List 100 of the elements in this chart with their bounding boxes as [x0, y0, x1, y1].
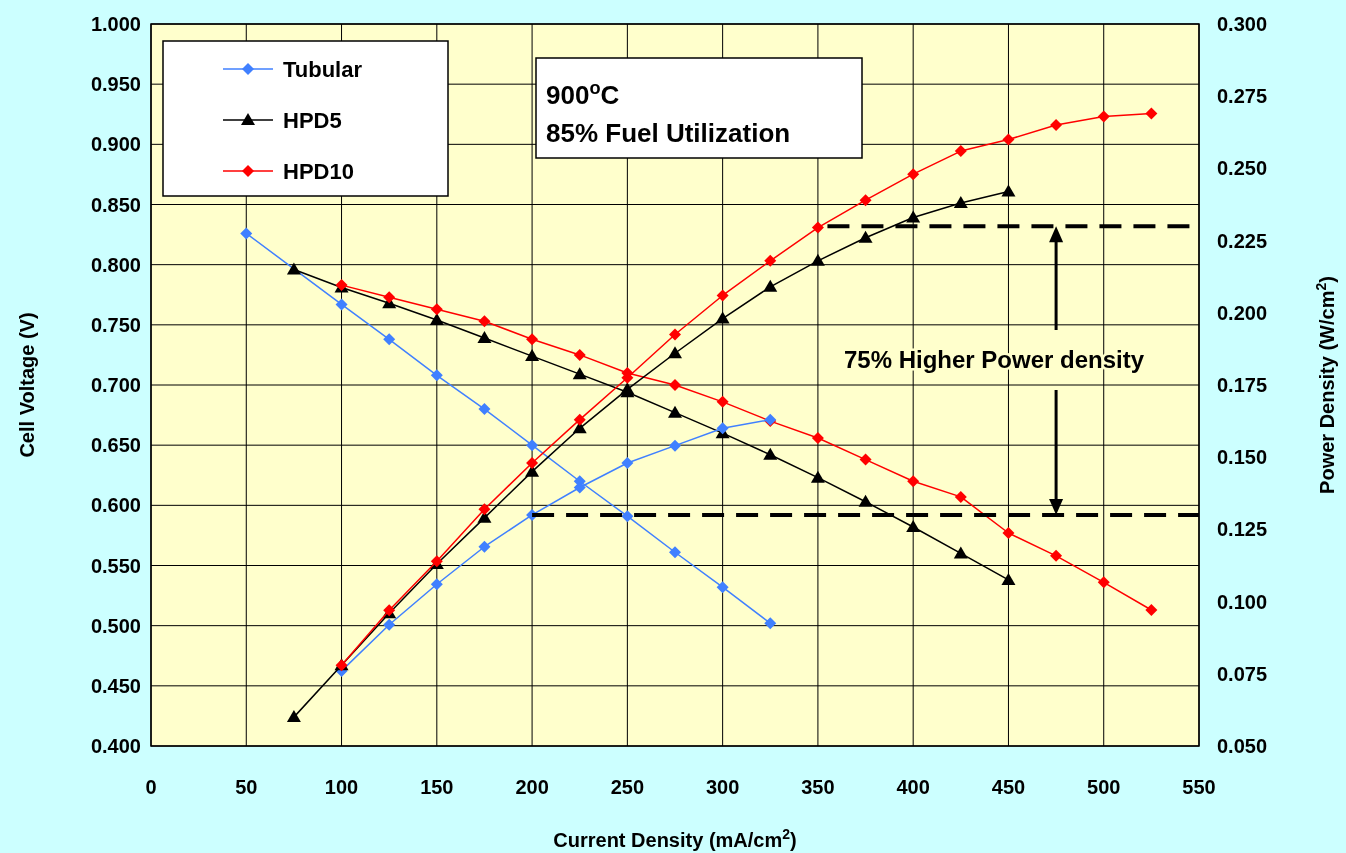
- x-tick-label: 550: [1182, 776, 1216, 798]
- point: [858, 494, 873, 507]
- y-tick-label: 0.800: [90, 253, 141, 276]
- y2-tick-label: 0.175: [1217, 374, 1268, 396]
- point: [383, 291, 396, 304]
- point: [478, 540, 491, 553]
- x-tick-label: 50: [235, 776, 258, 798]
- point: [525, 349, 540, 362]
- point: [811, 221, 824, 234]
- point: [621, 510, 634, 523]
- point: [764, 254, 777, 267]
- legend-label: Tubular: [283, 57, 363, 82]
- y2-tick-label: 0.275: [1217, 85, 1268, 108]
- point: [716, 581, 729, 594]
- point: [953, 196, 968, 209]
- point: [573, 348, 586, 361]
- point: [669, 379, 681, 391]
- point: [477, 331, 492, 344]
- x-tick-label: 250: [610, 776, 645, 798]
- point: [669, 328, 681, 341]
- point: [286, 262, 301, 275]
- x-axis-title: Current Density (mA/cm$^{2}$): [553, 826, 797, 851]
- point: [383, 618, 396, 631]
- y2-tick-label: 0.125: [1217, 518, 1268, 541]
- point: [953, 546, 968, 559]
- x-tick-label: 450: [991, 776, 1026, 798]
- y-tick-label: 0.950: [90, 73, 141, 96]
- point: [526, 439, 539, 452]
- y2-tick-label: 0.075: [1217, 662, 1268, 685]
- y-tick-label: 0.700: [90, 374, 141, 396]
- point: [906, 210, 921, 223]
- point: [240, 227, 253, 240]
- x-tick-label: 300: [705, 776, 740, 798]
- point: [810, 470, 825, 483]
- point: [764, 617, 777, 630]
- x-tick-label: 150: [420, 776, 454, 798]
- point: [954, 490, 967, 503]
- x-tick-label: 100: [324, 776, 359, 798]
- y-tick-label: 0.450: [90, 674, 141, 697]
- y-tick-label: 0.650: [90, 434, 141, 457]
- point: [1145, 107, 1158, 120]
- y-tick-label: 0.750: [90, 313, 141, 336]
- point: [526, 456, 539, 469]
- x-tick-label: 350: [801, 776, 835, 798]
- point: [810, 253, 825, 266]
- legend-label: HPD5: [283, 108, 342, 133]
- point: [478, 403, 491, 416]
- point: [1145, 604, 1158, 617]
- y-tick-label: 0.600: [90, 494, 141, 517]
- point: [286, 710, 301, 723]
- point: [859, 194, 872, 207]
- y-axis-title: Cell Voltage (V): [16, 312, 38, 458]
- point: [716, 422, 729, 435]
- point: [335, 298, 348, 311]
- point: [715, 311, 730, 324]
- point: [811, 431, 824, 444]
- y-tick-label: 0.400: [90, 735, 141, 757]
- point: [1050, 549, 1063, 562]
- annotation: 85% Fuel Utilization: [546, 118, 791, 148]
- point: [430, 369, 443, 382]
- point: [478, 315, 491, 328]
- point: [1050, 119, 1063, 132]
- point: [572, 367, 587, 380]
- point: [383, 333, 396, 346]
- point: [429, 313, 444, 326]
- legend-label: HPD10: [283, 159, 354, 184]
- point: [1002, 133, 1015, 146]
- y2-tick-label: 0.050: [1217, 735, 1268, 757]
- point: [478, 503, 491, 516]
- x-tick-label: 500: [1087, 776, 1121, 798]
- y-tick-label: 0.900: [90, 133, 141, 156]
- y2-tick-label: 0.200: [1217, 301, 1268, 324]
- point: [907, 168, 920, 181]
- point: [526, 333, 539, 346]
- x-tick-label: 200: [515, 776, 549, 798]
- y2-tick-label: 0.300: [1217, 13, 1268, 35]
- y-tick-label: 0.550: [90, 554, 141, 577]
- point: [859, 453, 872, 466]
- point: [573, 413, 586, 426]
- y-tick-label: 0.850: [90, 193, 141, 216]
- x-tick-label: 0: [145, 776, 157, 798]
- point: [621, 456, 634, 469]
- y2-tick-label: 0.150: [1217, 446, 1268, 469]
- point: [669, 439, 681, 452]
- y2-tick-label: 0.250: [1217, 157, 1268, 180]
- point: [430, 578, 443, 591]
- point: [954, 145, 967, 158]
- y2-tick-label: 0.225: [1217, 229, 1268, 252]
- annotation: 900$^{o}$C: [546, 78, 620, 110]
- point: [430, 303, 443, 316]
- x-tick-label: 400: [896, 776, 930, 798]
- point: [1097, 576, 1110, 589]
- point: [1001, 572, 1016, 585]
- y-tick-label: 1.000: [90, 13, 141, 35]
- point: [716, 289, 729, 302]
- point: [668, 346, 682, 359]
- point: [716, 395, 729, 408]
- y2-tick-label: 0.100: [1217, 590, 1268, 613]
- point: [1002, 527, 1015, 540]
- point: [1097, 110, 1110, 123]
